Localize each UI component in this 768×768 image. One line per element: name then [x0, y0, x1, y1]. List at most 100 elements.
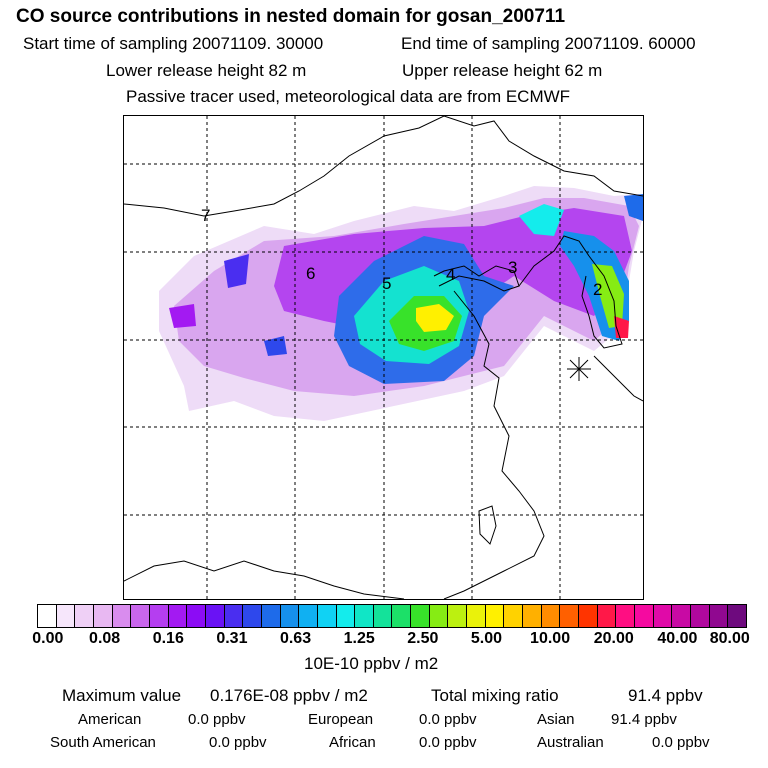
colorbar-tick-label: 0.00 [32, 630, 64, 647]
total-mixing-value: 91.4 ppbv [628, 686, 703, 705]
colorbar-segment [411, 605, 430, 627]
plot-title: CO source contributions in nested domain… [16, 6, 566, 27]
region-asian-label: Asian [537, 711, 575, 728]
concentration-plume [159, 186, 643, 421]
region-australian-value: 0.0 ppbv [652, 734, 710, 751]
region-european-value: 0.0 ppbv [419, 711, 477, 728]
coastlines [124, 116, 643, 599]
colorbar-tick-label: 40.00 [657, 630, 698, 647]
region-african-value: 0.0 ppbv [419, 734, 477, 751]
region-south-american-label: South American [50, 734, 156, 751]
colorbar-segment [597, 605, 617, 627]
colorbar-segment [504, 605, 524, 627]
region-australian-label: Australian [537, 734, 604, 751]
colorbar-segment [392, 605, 412, 627]
source-label-4: 4 [446, 265, 455, 284]
colorbar-segment [205, 605, 225, 627]
colorbar [37, 604, 747, 628]
colorbar-segment [373, 605, 393, 627]
colorbar-segment [429, 605, 449, 627]
colorbar-segment [75, 605, 94, 627]
source-label-6: 6 [306, 264, 315, 283]
coastline-china-east [443, 290, 545, 599]
colorbar-segment [187, 605, 206, 627]
colorbar-segment [448, 605, 468, 627]
colorbar-segment [131, 605, 150, 627]
source-label-2: 2 [593, 280, 602, 299]
west-patch-2 [264, 336, 287, 356]
colorbar-tick-label: 80.00 [709, 630, 750, 647]
map-panel: 7 6 5 4 3 2 [123, 115, 644, 600]
west-patch-1 [224, 254, 249, 288]
korea-green [592, 264, 624, 328]
region-south-american-value: 0.0 ppbv [209, 734, 267, 751]
region-european-label: European [308, 711, 374, 728]
region-american-label: American [78, 711, 142, 728]
colorbar-segment [112, 605, 132, 627]
far-northeast-plume [624, 194, 643, 221]
colorbar-segment [560, 605, 580, 627]
colorbar-segment [579, 605, 598, 627]
colorbar-segment [672, 605, 691, 627]
colorbar-segment [280, 605, 300, 627]
colorbar-segment [224, 605, 244, 627]
colorbar-tick-label: 5.00 [470, 630, 503, 647]
colorbar-segment [523, 605, 542, 627]
coastline-taiwan [478, 505, 497, 545]
region-american-value: 0.0 ppbv [188, 711, 246, 728]
source-region-labels: 7 6 5 4 3 2 [201, 206, 602, 299]
source-label-3: 3 [508, 258, 517, 277]
border-northeast [443, 116, 643, 197]
colorbar-tick-label: 10.00 [530, 630, 571, 647]
colorbar-segment [299, 605, 318, 627]
colorbar-segment [541, 605, 561, 627]
max-value: 0.176E-08 ppbv / m2 [210, 686, 368, 705]
colorbar-tick-label: 2.50 [407, 630, 439, 647]
source-label-7: 7 [201, 206, 210, 225]
colorbar-segment [149, 605, 169, 627]
lower-release-label: Lower release height 82 m [106, 61, 307, 80]
tracer-note: Passive tracer used, meteorological data… [126, 87, 571, 106]
colorbar-segment [317, 605, 337, 627]
colorbar-unit: 10E-10 ppbv / m2 [304, 654, 439, 673]
colorbar-segment [38, 605, 57, 627]
colorbar-segment [168, 605, 188, 627]
colorbar-tick-label: 0.08 [89, 630, 121, 647]
coastline-liaodong [518, 235, 590, 287]
colorbar-tick-label: 0.31 [216, 630, 248, 647]
colorbar-segment [336, 605, 356, 627]
colorbar-tick-label: 1.25 [343, 630, 375, 647]
upper-release-label: Upper release height 62 m [402, 61, 603, 80]
coastline-japan [593, 355, 643, 402]
west-patch-3 [169, 304, 196, 328]
colorbar-segment [243, 605, 262, 627]
region-african-label: African [329, 734, 376, 751]
colorbar-segment [467, 605, 486, 627]
region-asian-value: 91.4 ppbv [611, 711, 677, 728]
coastline-korea [581, 255, 623, 349]
colorbar-segment [728, 605, 746, 627]
colorbar-segment [653, 605, 673, 627]
coastline-south [124, 560, 405, 599]
max-value-label: Maximum value [62, 686, 182, 705]
map-svg: 7 6 5 4 3 2 [124, 116, 643, 599]
colorbar-segment [56, 605, 76, 627]
colorbar-segment [261, 605, 281, 627]
colorbar-segment [690, 605, 710, 627]
colorbar-tick-label: 0.16 [152, 630, 184, 647]
colorbar-segment [93, 605, 113, 627]
total-mixing-label: Total mixing ratio [431, 686, 559, 705]
start-time-label: Start time of sampling 20071109. 30000 [23, 34, 324, 53]
colorbar-segment [485, 605, 505, 627]
colorbar-tick-label: 0.63 [279, 630, 312, 647]
receptor-star-icon [567, 357, 591, 381]
colorbar-tick-label: 20.00 [593, 630, 634, 647]
northeast-plume [519, 204, 564, 236]
colorbar-segment [635, 605, 654, 627]
graticule [124, 116, 643, 599]
colorbar-segment [616, 605, 635, 627]
colorbar-segment [355, 605, 374, 627]
colorbar-segment [709, 605, 729, 627]
plume-yellow-core [416, 304, 454, 332]
coastline-bohai [433, 265, 520, 292]
